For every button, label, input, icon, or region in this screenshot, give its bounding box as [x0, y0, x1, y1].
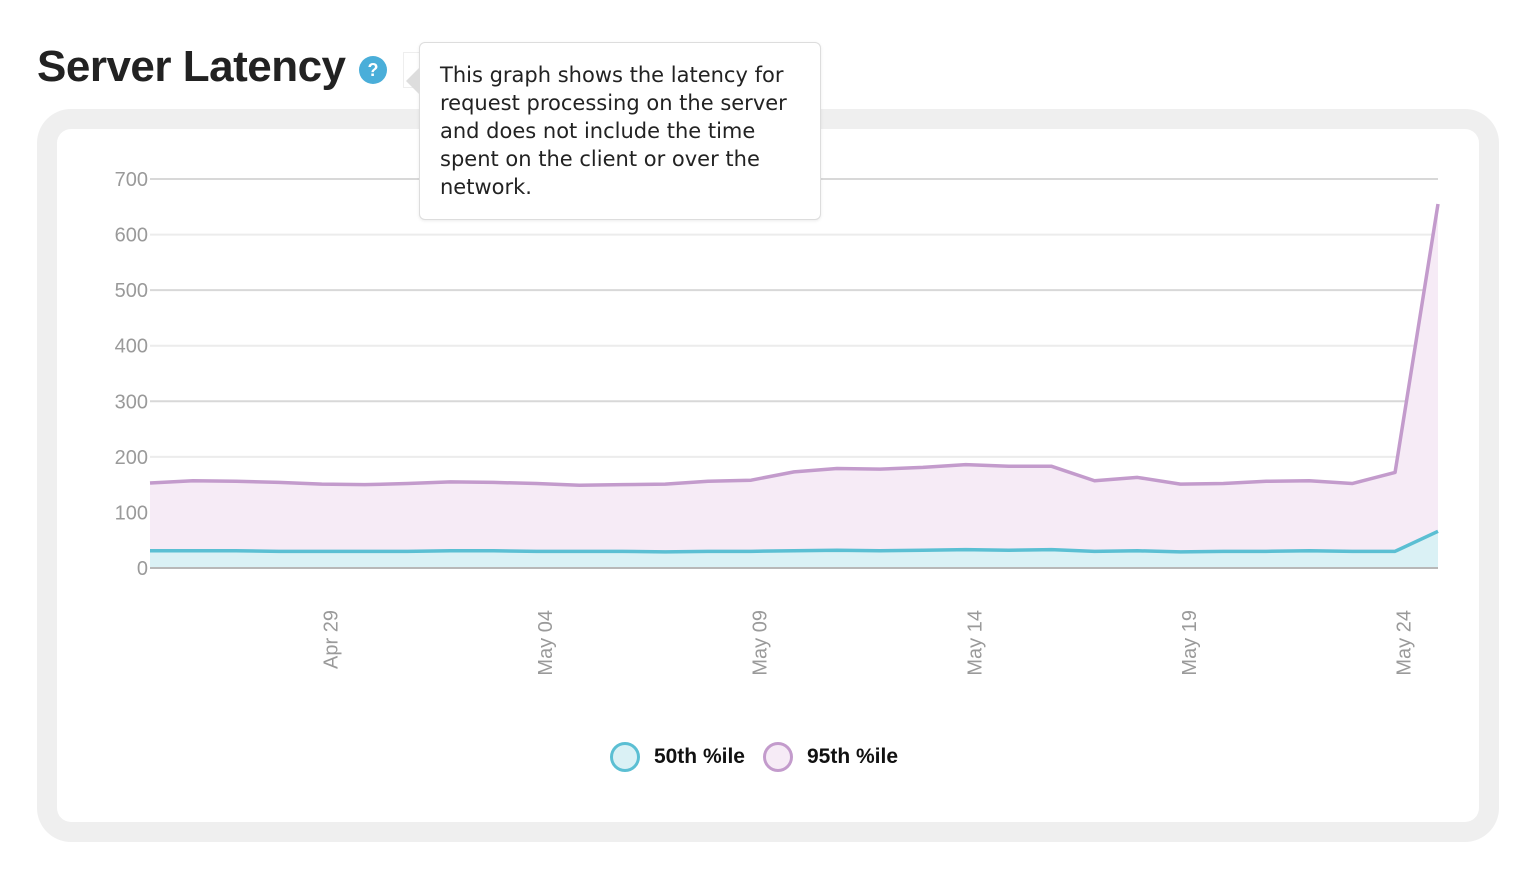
- y-tick-label: 300: [115, 391, 148, 413]
- series-line-0: [149, 203, 1440, 487]
- y-tick-label: 600: [115, 225, 148, 247]
- series-area-1: [150, 531, 1438, 568]
- help-icon[interactable]: ?: [359, 56, 387, 84]
- legend-label-50th: 50th %ile: [653, 745, 745, 768]
- legend-label-95th: 95th %ile: [807, 745, 899, 768]
- legend-swatch-95th: [763, 742, 793, 772]
- x-tick-label: May 14: [964, 610, 986, 676]
- legend-item-50th[interactable]: 50th %ile: [609, 742, 745, 772]
- series-line-1: [150, 529, 1439, 554]
- y-tick-label: 700: [115, 169, 148, 191]
- y-tick-label: 0: [137, 558, 148, 580]
- legend-item-95th[interactable]: 95th %ile: [763, 742, 898, 772]
- y-tick-label: 400: [115, 336, 148, 358]
- x-tick-label: May 04: [535, 610, 557, 676]
- y-tick-label: 200: [115, 447, 148, 469]
- legend: 50th %ile 95th %ile: [0, 742, 1514, 772]
- x-tick-label: May 09: [750, 610, 772, 676]
- x-tick-label: May 19: [1179, 610, 1201, 676]
- x-tick-label: Apr 29: [320, 610, 342, 669]
- y-tick-label: 100: [115, 502, 148, 524]
- page-title: Server Latency: [37, 42, 346, 91]
- series-area-0: [150, 204, 1438, 568]
- legend-swatch-50th: [609, 742, 640, 772]
- y-tick-label: 500: [115, 280, 148, 302]
- x-tick-label: May 24: [1394, 610, 1416, 676]
- help-tooltip: This graph shows the latency for request…: [406, 42, 821, 220]
